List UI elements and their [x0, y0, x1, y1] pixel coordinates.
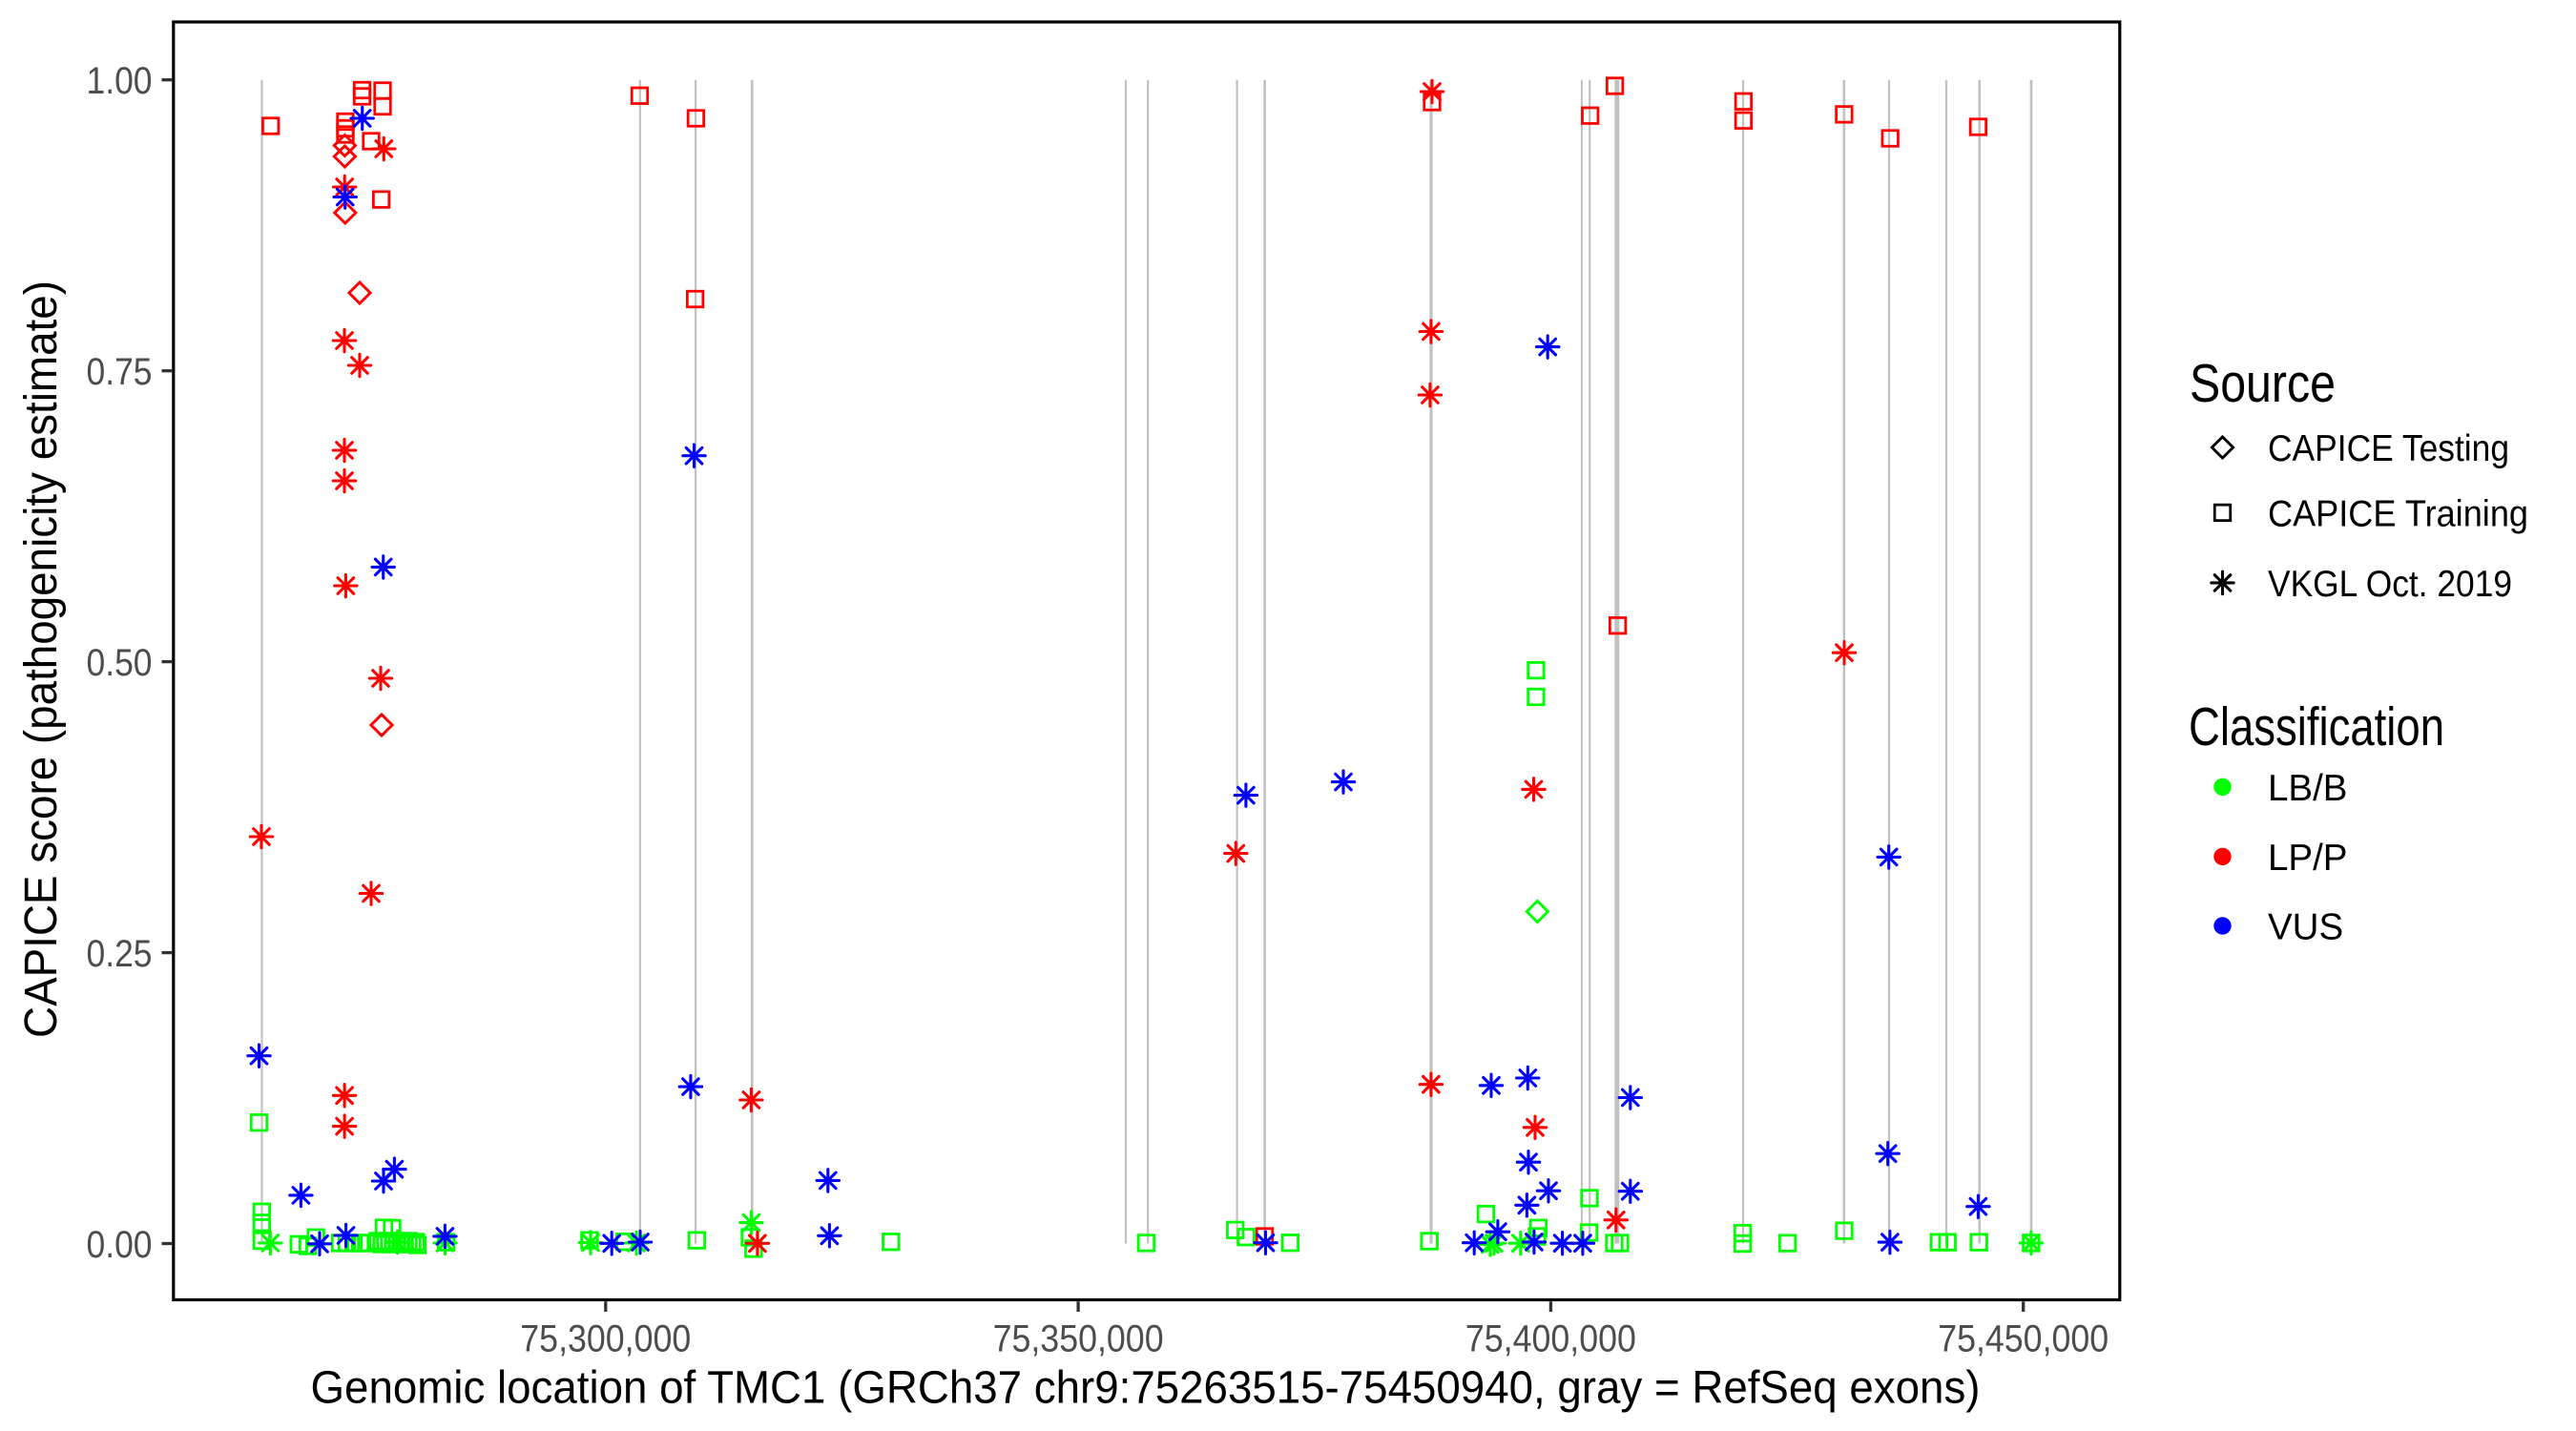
svg-text:75,350,000: 75,350,000 — [993, 1318, 1164, 1360]
svg-text:Genomic location of TMC1 (GRCh: Genomic location of TMC1 (GRCh37 chr9:75… — [311, 1363, 1981, 1414]
svg-text:Classification: Classification — [2189, 696, 2444, 757]
svg-text:CAPICE score (pathogenicity es: CAPICE score (pathogenicity estimate) — [16, 280, 67, 1038]
svg-text:VUS: VUS — [2268, 907, 2343, 948]
svg-text:1.00: 1.00 — [87, 60, 153, 102]
svg-text:0.00: 0.00 — [87, 1224, 153, 1266]
svg-text:CAPICE Testing: CAPICE Testing — [2268, 428, 2509, 469]
svg-text:0.25: 0.25 — [87, 933, 153, 975]
svg-text:0.75: 0.75 — [87, 351, 153, 393]
svg-text:LB/B: LB/B — [2268, 768, 2347, 809]
svg-text:Source: Source — [2190, 353, 2336, 414]
svg-text:75,300,000: 75,300,000 — [520, 1318, 691, 1360]
svg-text:VKGL Oct. 2019: VKGL Oct. 2019 — [2268, 564, 2512, 605]
svg-text:75,450,000: 75,450,000 — [1938, 1318, 2109, 1360]
svg-text:LP/P: LP/P — [2268, 838, 2347, 879]
svg-text:CAPICE Training: CAPICE Training — [2268, 494, 2528, 535]
svg-text:0.50: 0.50 — [87, 642, 153, 684]
svg-text:75,400,000: 75,400,000 — [1465, 1318, 1636, 1360]
